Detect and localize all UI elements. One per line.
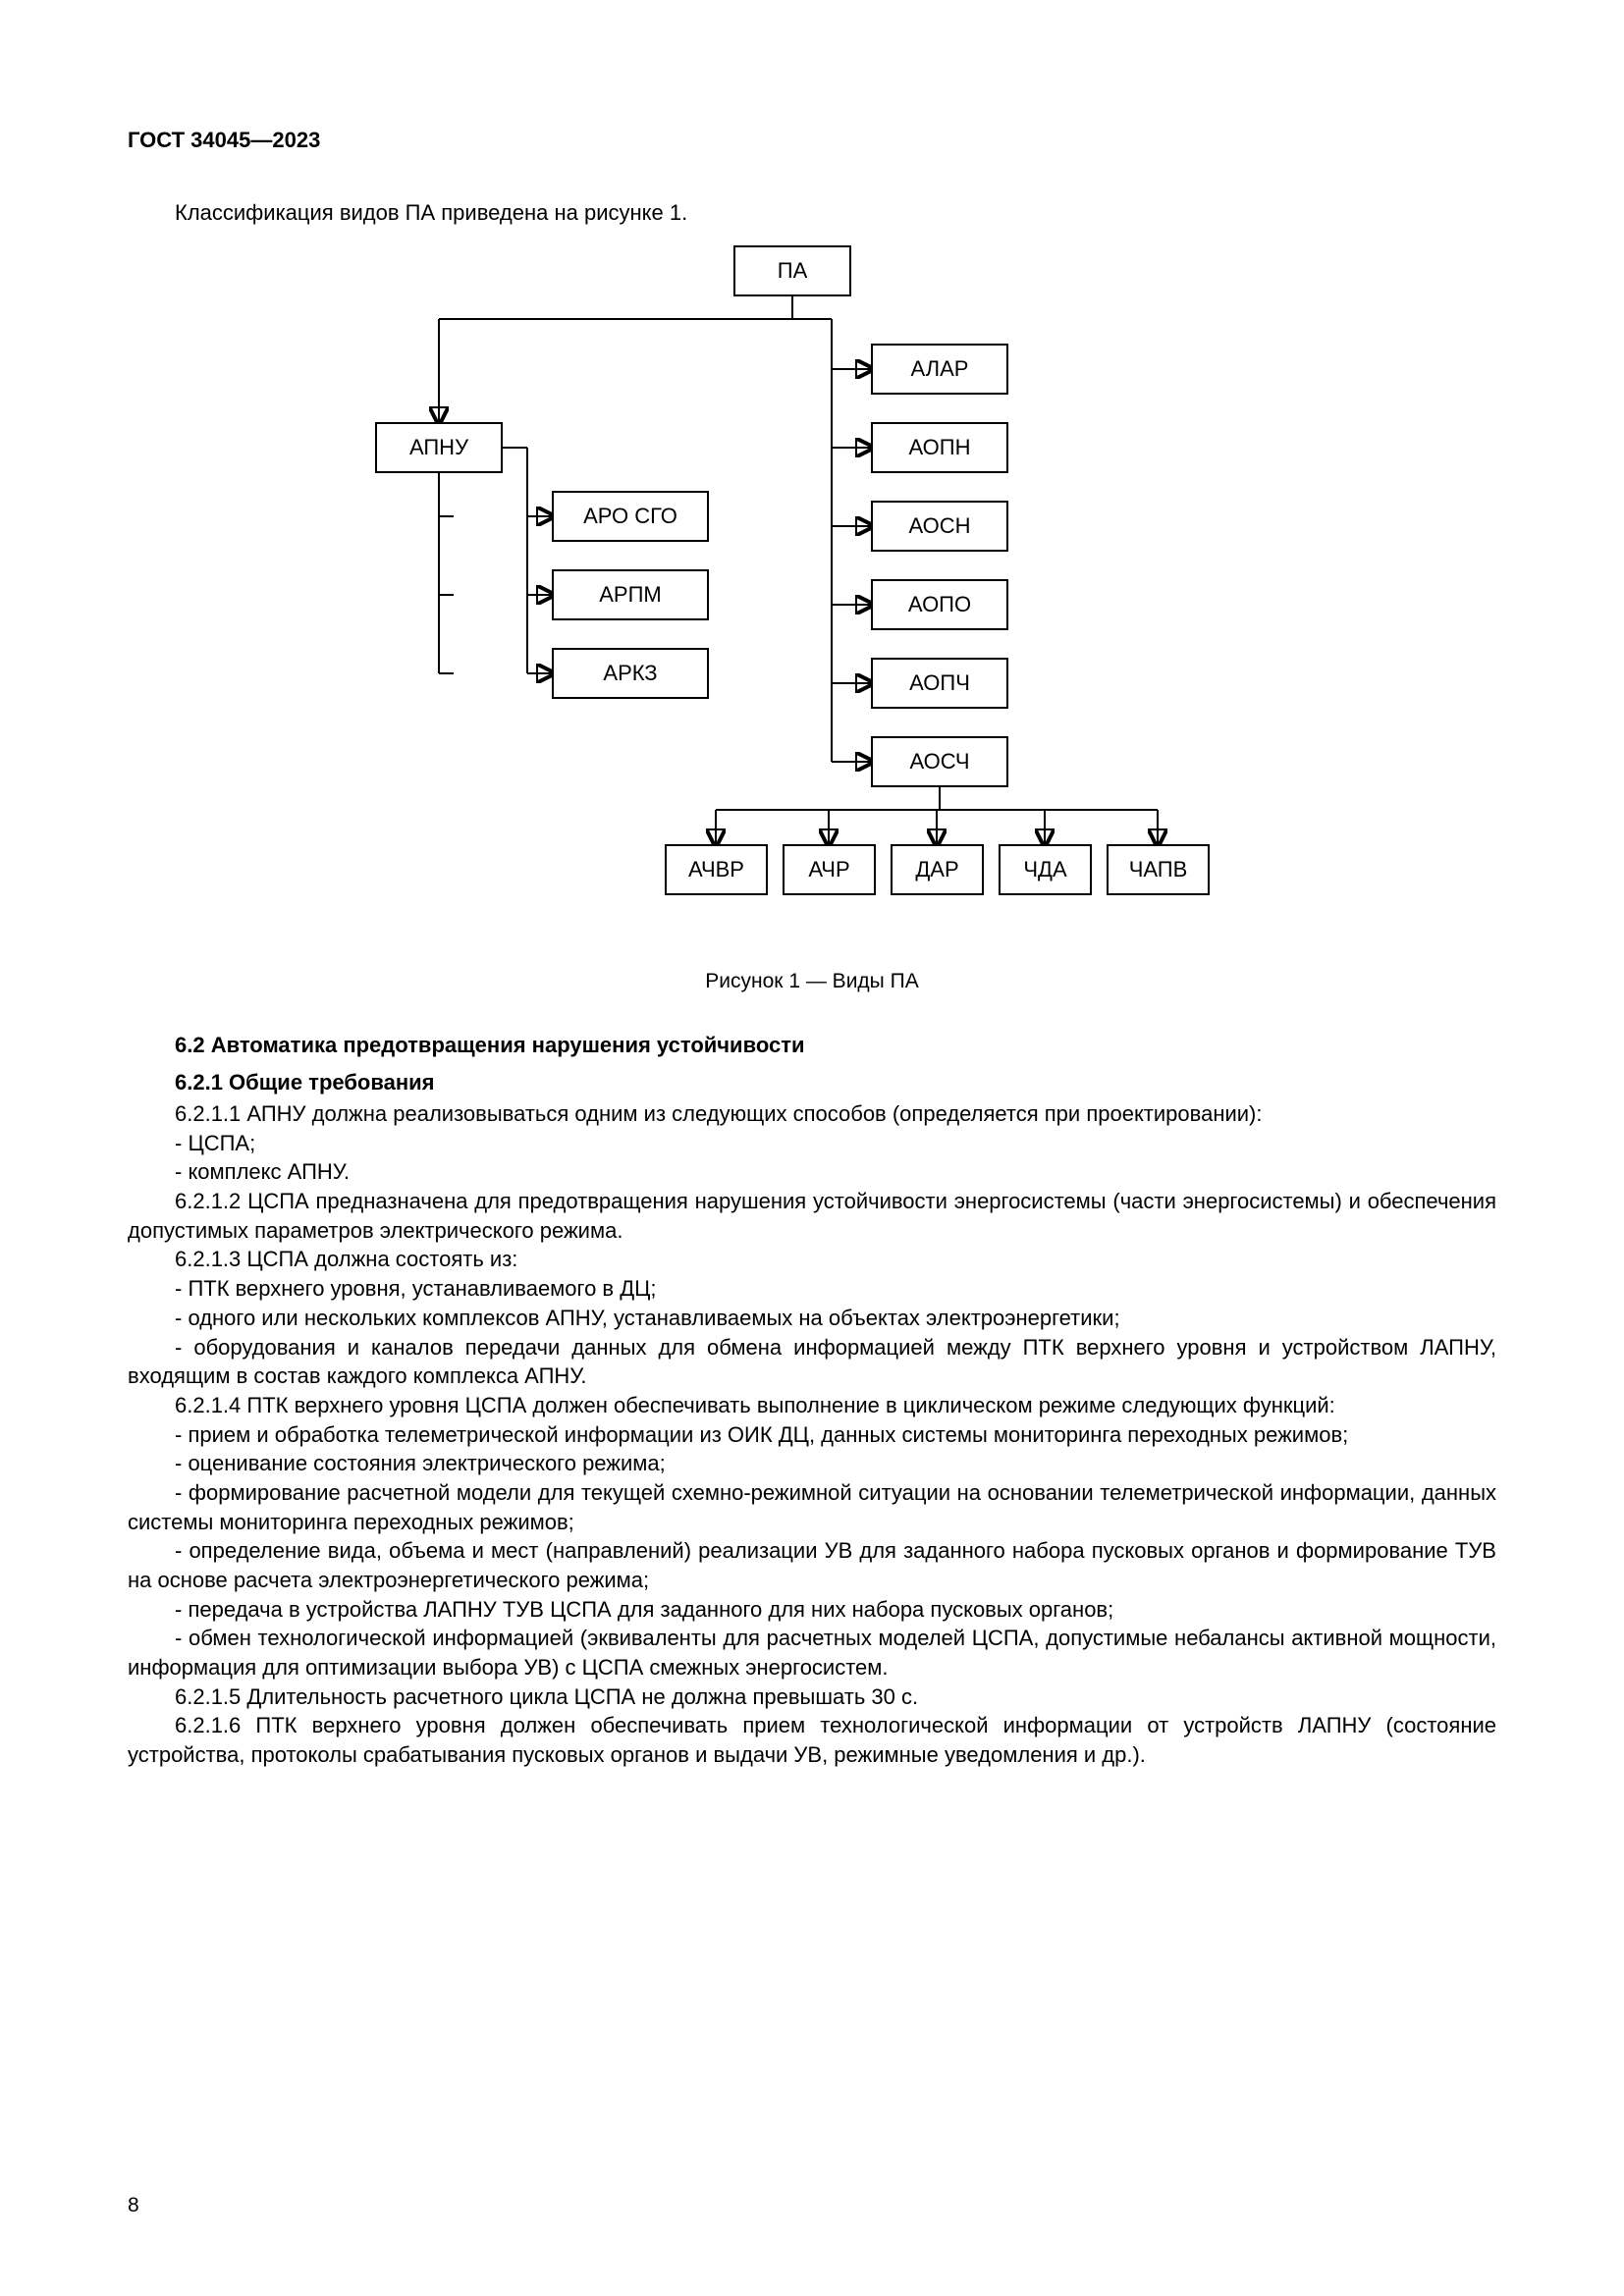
node-aosn: АОСН [871,501,1008,552]
heading-6-2: 6.2 Автоматика предотвращения нарушения … [128,1033,1496,1058]
para-6-2-1-1: 6.2.1.1 АПНУ должна реализовываться одни… [128,1099,1496,1129]
li-cspa: - ЦСПА; [128,1129,1496,1158]
node-dar: ДАР [891,844,984,895]
li-f3: - формирование расчетной модели для теку… [128,1478,1496,1536]
document-header: ГОСТ 34045—2023 [128,128,1496,153]
li-f1: - прием и обработка телеметрической инфо… [128,1420,1496,1450]
node-chapv: ЧАПВ [1107,844,1210,895]
node-achr: АЧР [783,844,876,895]
li-f4: - определение вида, объема и мест (напра… [128,1536,1496,1594]
node-pa: ПА [733,245,851,296]
para-6-2-1-6: 6.2.1.6 ПТК верхнего уровня должен обесп… [128,1711,1496,1769]
node-aopn: АОПН [871,422,1008,473]
intro-text: Классификация видов ПА приведена на рису… [128,200,1496,226]
li-ptk: - ПТК верхнего уровня, устанавливаемого … [128,1274,1496,1304]
node-aro: АРО СГО [552,491,709,542]
node-chda: ЧДА [999,844,1092,895]
node-arkz: АРКЗ [552,648,709,699]
figure-caption: Рисунок 1 — Виды ПА [128,970,1496,993]
node-aopo: АОПО [871,579,1008,630]
li-equip: - оборудования и каналов передачи данных… [128,1333,1496,1391]
node-alar: АЛАР [871,344,1008,395]
li-f5: - передача в устройства ЛАПНУ ТУВ ЦСПА д… [128,1595,1496,1625]
node-arpm: АРПМ [552,569,709,620]
node-apnu: АПНУ [375,422,503,473]
li-apnu: - комплекс АПНУ. [128,1157,1496,1187]
li-f6: - обмен технологической информацией (экв… [128,1624,1496,1682]
para-6-2-1-5: 6.2.1.5 Длительность расчетного цикла ЦС… [128,1682,1496,1712]
heading-6-2-1: 6.2.1 Общие требования [128,1070,1496,1095]
para-6-2-1-2: 6.2.1.2 ЦСПА предназначена для предотвра… [128,1187,1496,1245]
figure-1-diagram: ПА АПНУ АРО СГО АРПМ АРКЗ АЛАР АОПН АОСН… [321,245,1303,952]
para-6-2-1-3: 6.2.1.3 ЦСПА должна состоять из: [128,1245,1496,1274]
node-aopch: АОПЧ [871,658,1008,709]
li-f2: - оценивание состояния электрического ре… [128,1449,1496,1478]
page-number: 8 [128,2194,139,2217]
node-achvr: АЧВР [665,844,768,895]
li-complex: - одного или нескольких комплексов АПНУ,… [128,1304,1496,1333]
node-aosch: АОСЧ [871,736,1008,787]
para-6-2-1-4: 6.2.1.4 ПТК верхнего уровня ЦСПА должен … [128,1391,1496,1420]
